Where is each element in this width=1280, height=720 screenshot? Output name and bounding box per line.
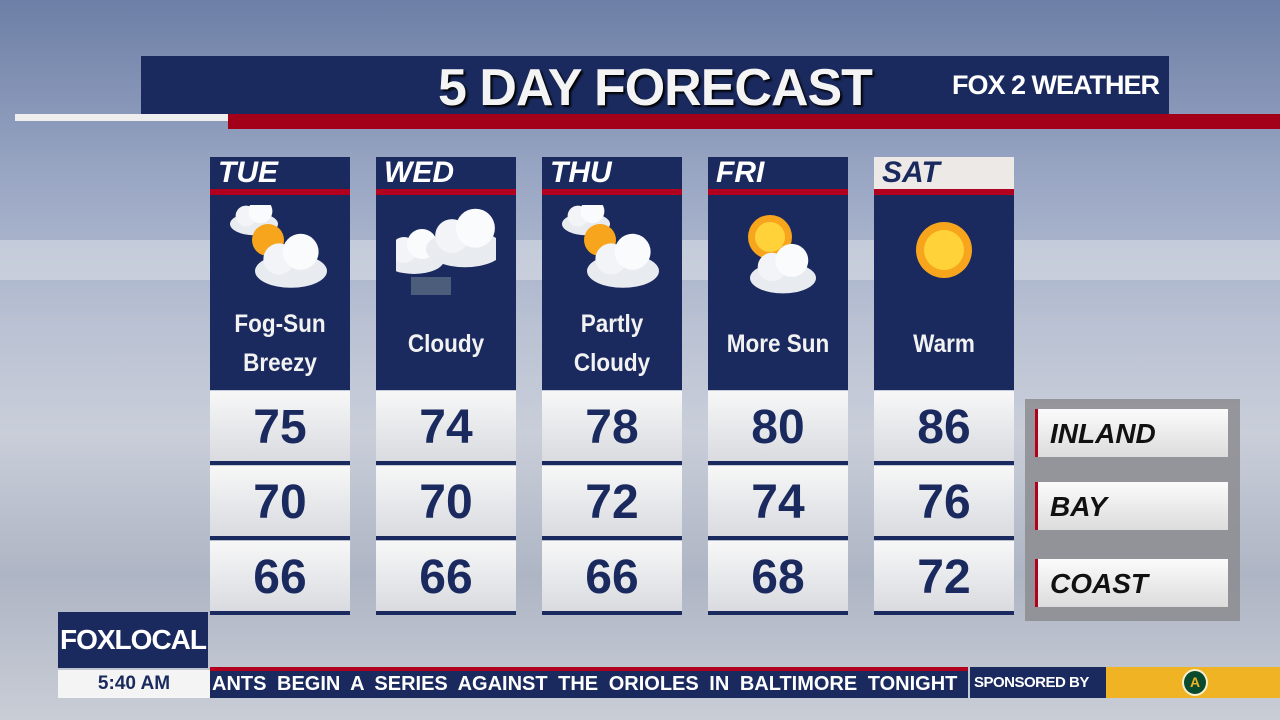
bay-temp: 70 (210, 466, 350, 540)
bay-temp: 74 (708, 466, 848, 540)
fox2-weather-logo: FOX 2 WEATHER (951, 70, 1160, 100)
region-legend: INLAND BAY COAST (1025, 399, 1240, 621)
coast-temp: 66 (376, 541, 516, 615)
inland-temp: 80 (708, 391, 848, 465)
day-column-tue: TUE Fog-Sun Breezy 75 70 66 (210, 157, 350, 615)
sponsor-area: A (1106, 667, 1280, 698)
condition-text: Fog-Sun Breezy (217, 305, 343, 383)
coast-temp: 68 (708, 541, 848, 615)
page-title: 5 DAY FORECAST (438, 59, 873, 117)
bay-temp: 76 (874, 466, 1014, 540)
condition-panel: Cloudy (376, 195, 516, 390)
day-label: SAT (874, 157, 1014, 195)
fog-sun-cloud-icon (230, 205, 327, 288)
sun-cloud-icon (748, 215, 816, 294)
sponsored-by-label: SPONSORED BY (970, 667, 1106, 698)
condition-text: Warm (881, 325, 1007, 364)
condition-panel: More Sun (708, 195, 848, 390)
condition-line: Breezy (243, 349, 317, 377)
clock: 5:40 AM (58, 670, 210, 698)
condition-line: More Sun (726, 330, 830, 358)
legend-inland: INLAND (1035, 409, 1228, 457)
legend-coast: COAST (1035, 559, 1228, 607)
day-column-sat: SAT Warm 86 76 72 (874, 157, 1014, 615)
day-column-wed: WED Cloudy 74 70 66 (376, 157, 516, 615)
condition-line: Cloudy (407, 330, 485, 358)
inland-temp: 78 (542, 391, 682, 465)
inland-temp: 75 (210, 391, 350, 465)
coast-temp: 72 (874, 541, 1014, 615)
condition-text: Partly Cloudy (549, 305, 675, 383)
inland-temp: 86 (874, 391, 1014, 465)
divider (15, 114, 228, 121)
condition-line: Partly (580, 310, 644, 338)
day-label: TUE (210, 157, 350, 195)
partly-cloudy-icon (562, 205, 659, 288)
news-ticker: ANTS BEGIN A SERIES AGAINST THE ORIOLES … (210, 667, 968, 698)
divider (228, 114, 1280, 129)
inland-temp: 74 (376, 391, 516, 465)
coast-temp: 66 (210, 541, 350, 615)
condition-panel: Partly Cloudy (542, 195, 682, 390)
bay-temp: 70 (376, 466, 516, 540)
condition-text: More Sun (715, 325, 841, 364)
athletics-logo: A (1182, 669, 1208, 696)
day-label: THU (542, 157, 682, 195)
legend-bay: BAY (1035, 482, 1228, 530)
condition-panel: Warm (874, 195, 1014, 390)
day-column-thu: THU Partly Cloudy 78 72 66 (542, 157, 682, 615)
title-bar: 5 DAY FORECAST FOX 2 WEATHER (141, 56, 1169, 117)
day-label: WED (376, 157, 516, 195)
bay-temp: 72 (542, 466, 682, 540)
condition-line: Fog-Sun (234, 310, 326, 338)
condition-text: Cloudy (383, 325, 509, 364)
condition-line: Cloudy (573, 349, 651, 377)
condition-line: Warm (913, 330, 975, 358)
cloud-drizzle-icon (396, 208, 496, 295)
day-column-fri: FRI More Sun 80 74 68 (708, 157, 848, 615)
fox-local-logo: FOXLOCAL (58, 612, 208, 668)
sun-icon (916, 222, 972, 278)
condition-panel: Fog-Sun Breezy (210, 195, 350, 390)
day-label: FRI (708, 157, 848, 195)
coast-temp: 66 (542, 541, 682, 615)
